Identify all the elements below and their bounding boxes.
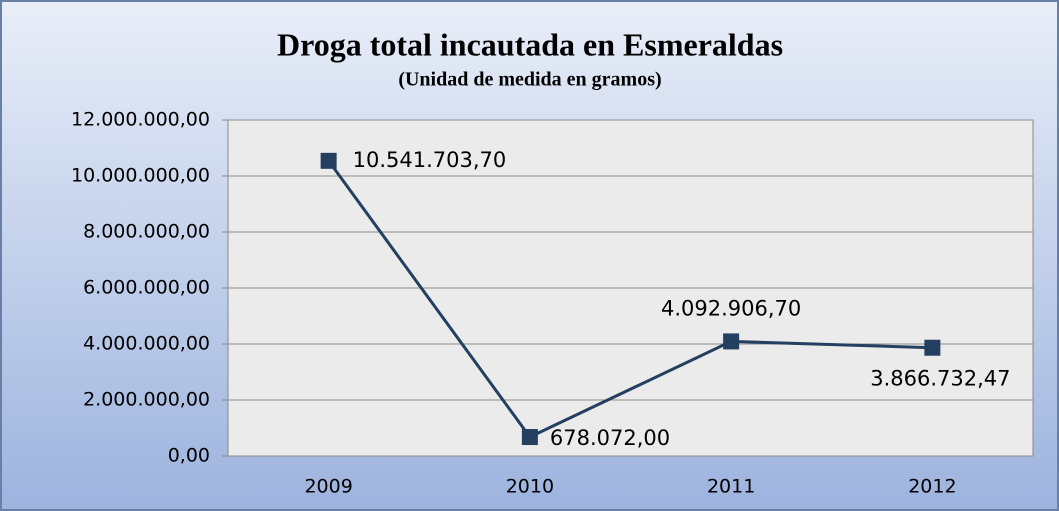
chart-subtitle: (Unidad de medida en gramos) [398, 69, 661, 91]
marker [521, 429, 538, 446]
marker [924, 339, 941, 356]
marker [723, 333, 740, 350]
y-tick-label: 10.000.000,00 [71, 165, 210, 187]
data-label: 678.072,00 [550, 426, 670, 450]
y-tick-label: 4.000.000,00 [83, 333, 210, 355]
y-tick-label: 8.000.000,00 [83, 221, 210, 243]
x-tick-label: 2009 [304, 476, 352, 498]
data-label: 3.866.732,47 [870, 367, 1010, 391]
data-label: 4.092.906,70 [661, 296, 801, 320]
y-tick-label: 6.000.000,00 [83, 277, 210, 299]
data-label: 10.541.703,70 [353, 148, 507, 172]
line [327, 159, 933, 439]
x-tick-label: 2011 [707, 476, 755, 498]
chart-title: Droga total incautada en Esmeraldas [277, 26, 783, 62]
y-tick-label: 12.000.000,00 [71, 109, 210, 131]
x-tick-label: 2012 [908, 476, 956, 498]
x-tick-label: 2010 [506, 476, 554, 498]
y-tick-label: 2.000.000,00 [83, 389, 210, 411]
marker [320, 152, 337, 169]
y-tick-label: 0,00 [168, 445, 210, 467]
